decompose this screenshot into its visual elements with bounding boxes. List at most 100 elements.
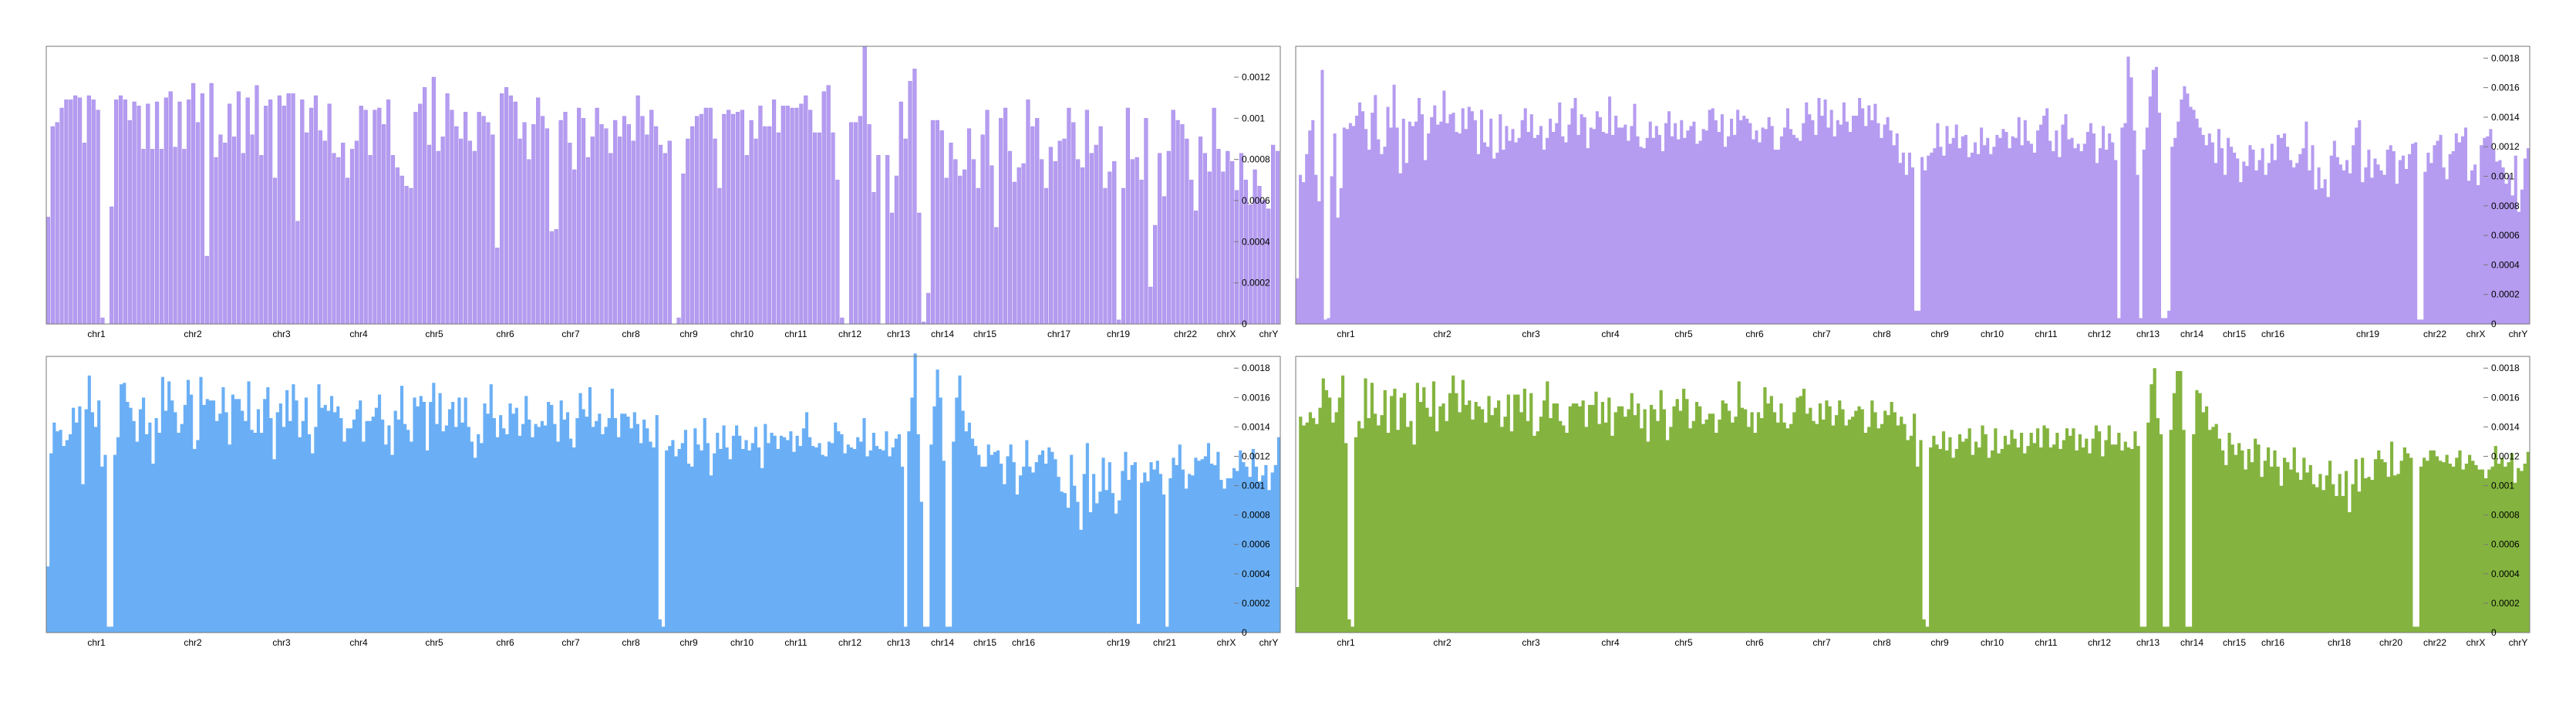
bar [354, 140, 359, 325]
chromosome-label: chr9 [679, 637, 698, 648]
chromosome-label: chr8 [1873, 329, 1891, 339]
y-tick-label: 0.001 [2491, 481, 2514, 491]
bar [318, 130, 322, 325]
chromosome-label: chr6 [496, 329, 514, 339]
bar [699, 113, 704, 325]
bar [282, 106, 286, 325]
bar [168, 91, 173, 325]
chromosome-label: chrX [1217, 329, 1236, 339]
chromosome-label: chrX [1217, 637, 1236, 648]
bar [1207, 171, 1212, 325]
y-tick-label: 0.0018 [1242, 363, 1270, 373]
bar [963, 169, 967, 325]
bar [1180, 124, 1185, 325]
chromosome-label: chr2 [184, 329, 202, 339]
y-tick-label: 0.0004 [2491, 259, 2520, 270]
chromosome-label: chr14 [931, 637, 954, 648]
chromosome-label: chr2 [1433, 329, 1452, 339]
bar [467, 140, 473, 325]
y-tick-label: 0.0008 [2491, 510, 2520, 521]
y-tick-label: 0.0016 [2491, 392, 2520, 403]
bar [581, 118, 586, 325]
y-tick-label: 0 [2491, 627, 2497, 638]
bar [1171, 110, 1175, 325]
chromosome-label: chr1 [1337, 637, 1355, 648]
bar [1035, 118, 1040, 325]
bar [1048, 147, 1053, 325]
bar [395, 167, 400, 325]
y-tick-label: 0.0018 [2491, 52, 2520, 63]
y-tick-label: 0.0004 [1242, 236, 1270, 247]
bar [272, 177, 278, 325]
bar [268, 100, 273, 325]
bar [531, 124, 536, 325]
bar [195, 122, 201, 325]
bar [949, 143, 953, 325]
bar [504, 87, 509, 325]
bar [980, 134, 985, 325]
bar [935, 120, 939, 325]
bar [491, 134, 495, 325]
plot-frame [46, 46, 1281, 325]
chromosome-label: chr13 [887, 637, 910, 648]
chromosome-label: chr10 [730, 637, 754, 648]
bar [495, 248, 500, 325]
bar [848, 122, 854, 325]
bar [305, 132, 309, 325]
bar [899, 101, 903, 325]
panel-bottom-left: 0 0.0002 0.0004 0.0006 0.0008 0.001 0.0012 0.00… [46, 353, 1281, 648]
bar [654, 126, 659, 325]
bar [454, 126, 459, 325]
bar [327, 103, 332, 325]
bar [477, 112, 481, 325]
y-tick-label: 0.0014 [1242, 421, 1270, 432]
bar [164, 97, 168, 325]
bar [110, 206, 114, 325]
bar [346, 177, 350, 325]
bar [359, 106, 363, 325]
y-tick-label: 0.0012 [2491, 451, 2520, 461]
bar [341, 143, 346, 325]
bar [889, 212, 895, 325]
bar [1094, 144, 1098, 325]
bar [958, 175, 963, 325]
bar [663, 153, 667, 325]
chromosome-label: chr16 [2261, 637, 2284, 648]
bar [1248, 204, 1253, 325]
chromosome-label: chr11 [784, 329, 807, 339]
chromosome-label: chr12 [2088, 329, 2111, 339]
bar [295, 221, 300, 325]
bar [236, 91, 241, 325]
bar [926, 292, 931, 325]
chromosome-label: chr10 [1981, 637, 2004, 648]
chromosome-label: chrY [1259, 329, 1279, 339]
chromosome-label: chr3 [272, 329, 291, 339]
bar [1275, 150, 1280, 325]
bar [1117, 319, 1121, 325]
bar [409, 187, 413, 325]
bar [799, 103, 804, 325]
bar [50, 126, 55, 325]
bar [604, 128, 609, 325]
chromosome-label: chr10 [1981, 329, 2004, 339]
bar [1135, 157, 1139, 325]
bar [214, 157, 218, 325]
y-tick-label: 0.0002 [1242, 598, 1270, 609]
bar [1057, 140, 1062, 325]
bar [930, 120, 936, 325]
chromosome-label: chr4 [1601, 637, 1620, 648]
bar [159, 149, 164, 325]
bar [776, 132, 781, 325]
bar [1103, 187, 1108, 325]
bar [804, 95, 808, 325]
bar [568, 143, 572, 325]
bar [727, 110, 731, 325]
bar [626, 124, 631, 325]
series-area [1296, 56, 2530, 325]
bar [223, 143, 228, 325]
bar [82, 143, 87, 325]
bar [717, 187, 722, 325]
bar [1012, 181, 1017, 325]
bar [785, 106, 790, 325]
